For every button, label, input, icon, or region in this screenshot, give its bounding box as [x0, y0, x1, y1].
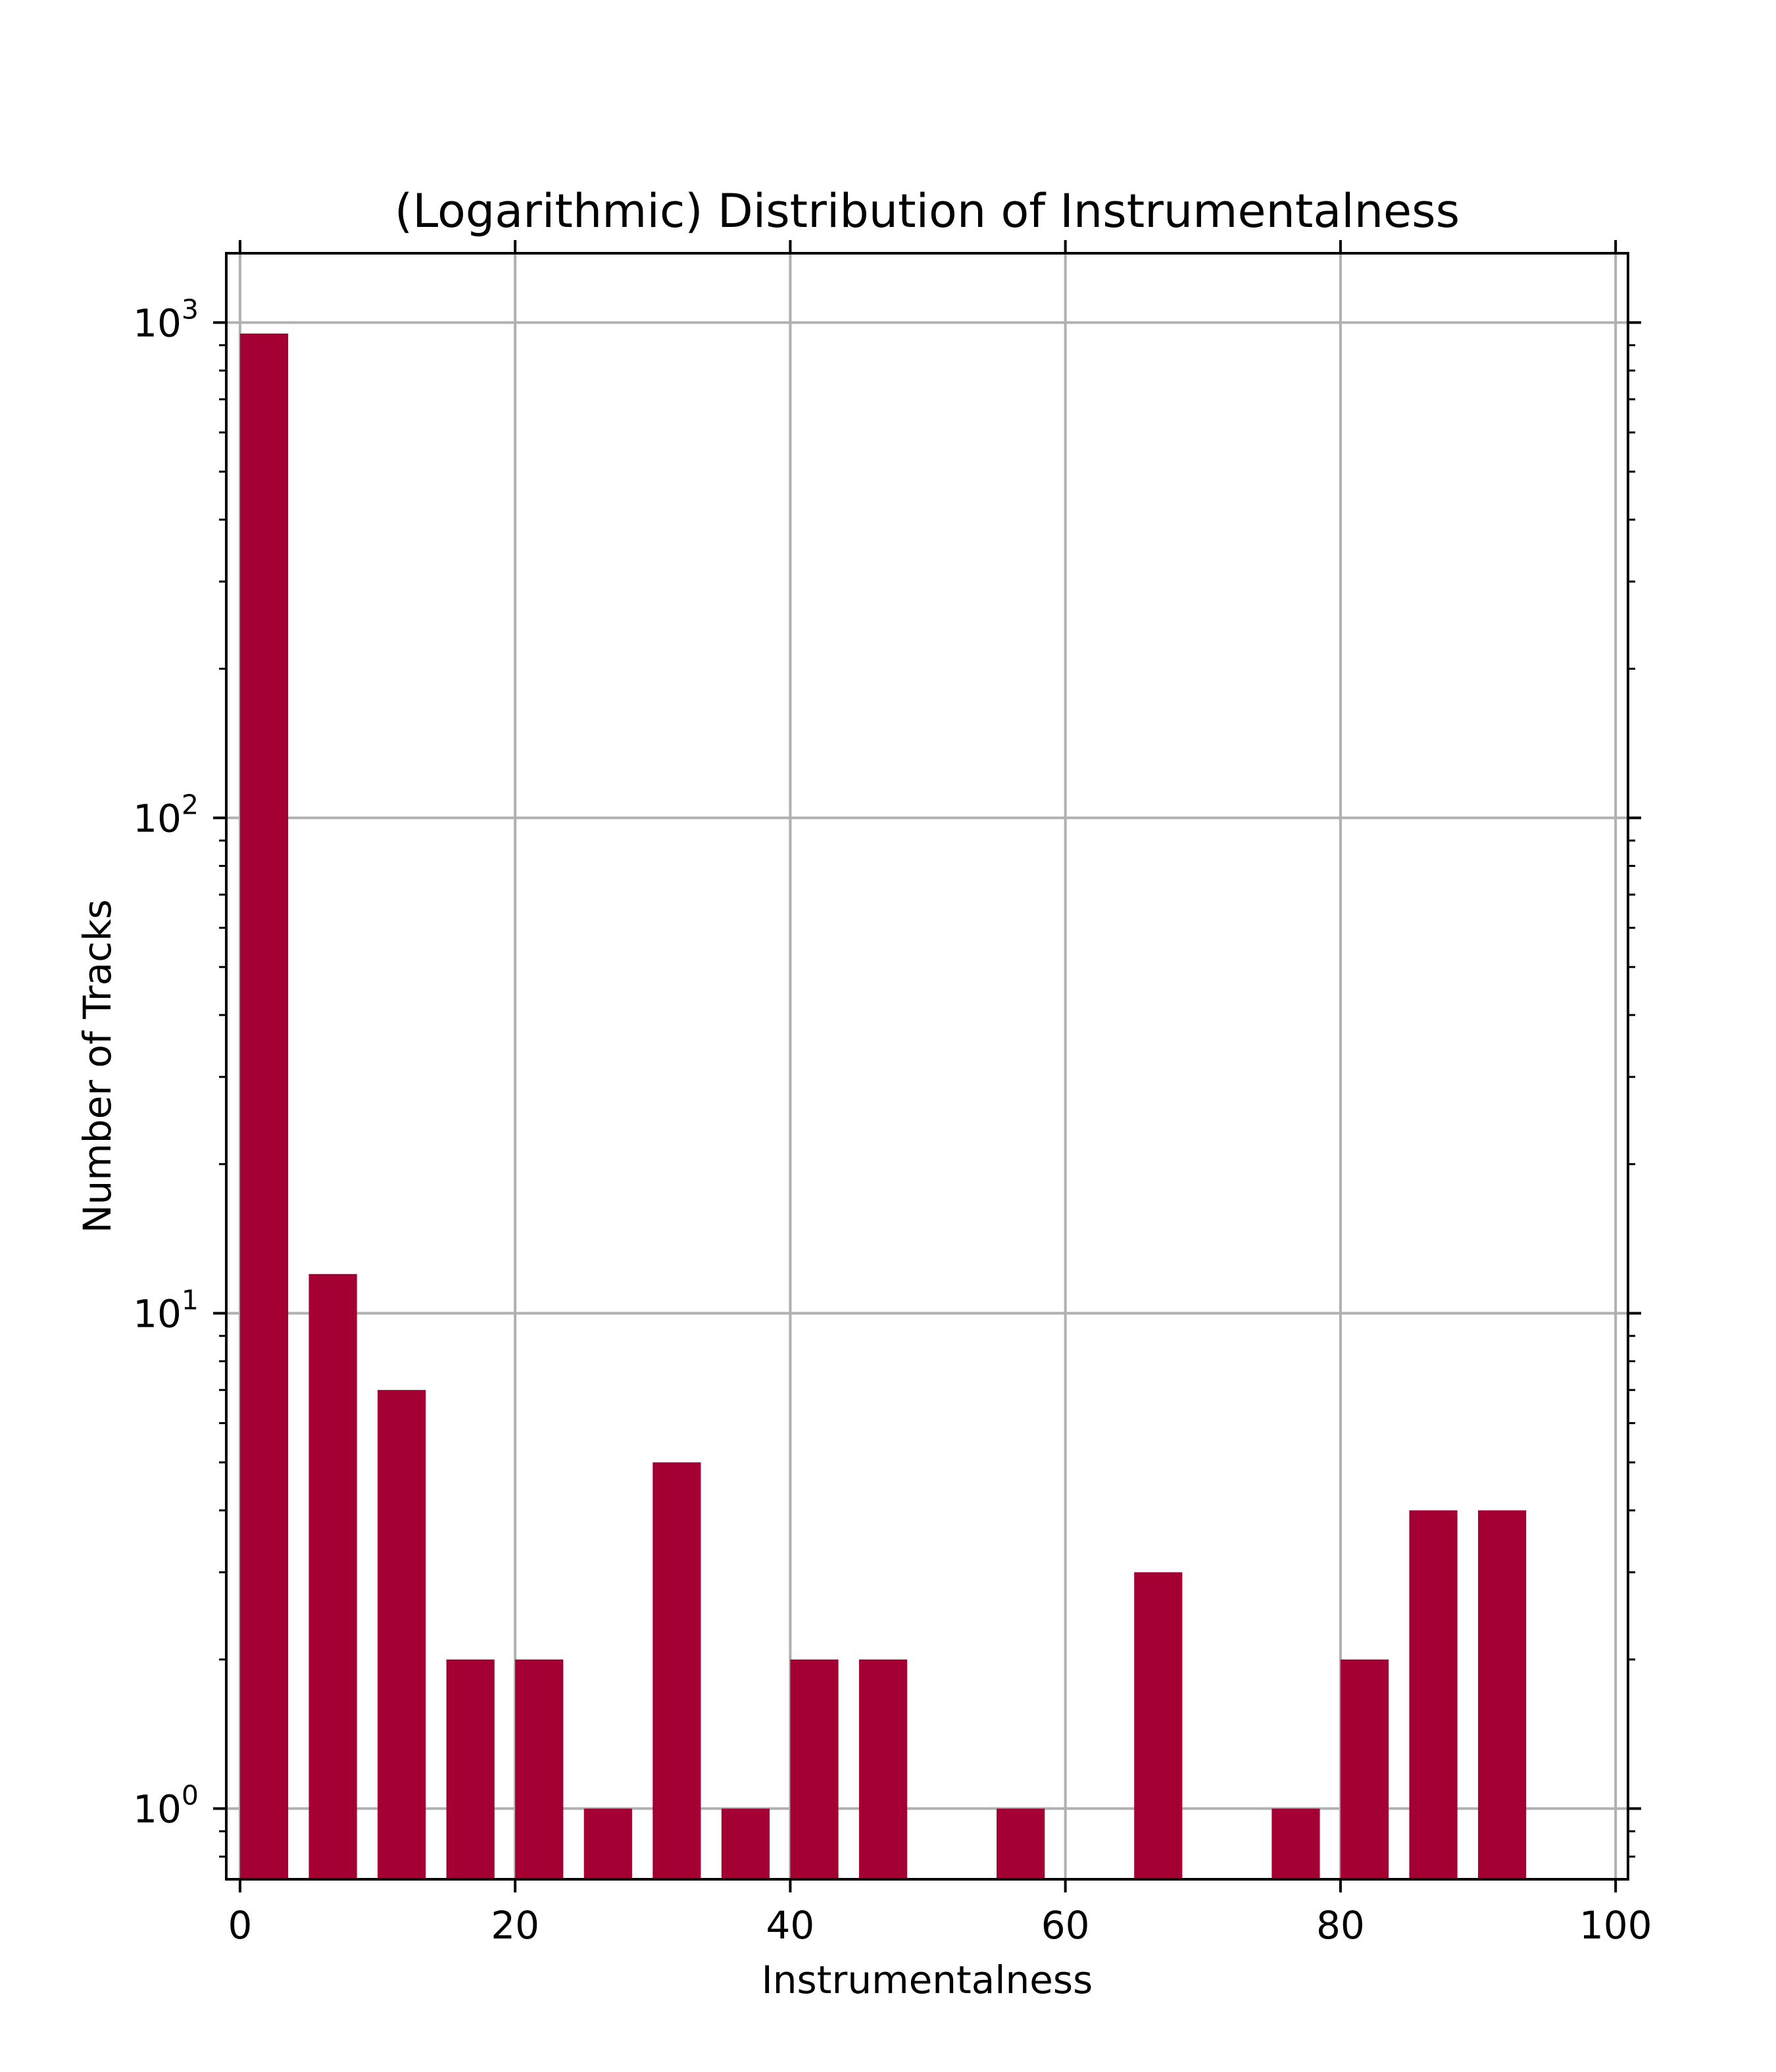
bar	[790, 1659, 839, 1879]
x-tick-labels: 0 20 40 60 80 100	[228, 1903, 1652, 1948]
bar	[997, 1808, 1045, 1879]
bar	[858, 1659, 908, 1879]
bar	[515, 1659, 564, 1879]
x-tick-label: 60	[1041, 1903, 1090, 1948]
x-tick-label: 40	[766, 1903, 815, 1948]
bar	[583, 1808, 632, 1879]
y-tick-label: 101	[133, 1284, 199, 1336]
y-axis-label: Number of Tracks	[75, 899, 120, 1233]
bars	[239, 333, 1527, 1880]
major-ticks	[213, 240, 1641, 1892]
y-tick-label: 102	[133, 789, 199, 841]
bar	[378, 1390, 426, 1879]
bar	[721, 1808, 770, 1879]
bar	[1478, 1510, 1527, 1879]
grid-lines	[226, 253, 1628, 1879]
y-tick-labels: 100 101 102 103	[133, 293, 199, 1831]
x-tick-label: 20	[491, 1903, 539, 1948]
bar	[1134, 1572, 1183, 1879]
bar	[1340, 1659, 1389, 1879]
bar	[239, 333, 289, 1880]
bar	[1271, 1808, 1320, 1879]
bar	[308, 1273, 357, 1879]
bar	[446, 1659, 495, 1879]
y-tick-label: 100	[133, 1780, 199, 1832]
x-tick-label: 100	[1579, 1903, 1652, 1948]
x-tick-label: 80	[1316, 1903, 1365, 1948]
y-tick-label: 103	[133, 293, 199, 345]
bar	[653, 1462, 701, 1879]
plot-frame	[225, 252, 1629, 1881]
bar	[1409, 1510, 1458, 1879]
x-axis-label: Instrumentalness	[762, 1958, 1093, 2002]
chart-title: (Logarithmic) Distribution of Instrument…	[395, 184, 1460, 238]
x-tick-label: 0	[228, 1903, 252, 1948]
